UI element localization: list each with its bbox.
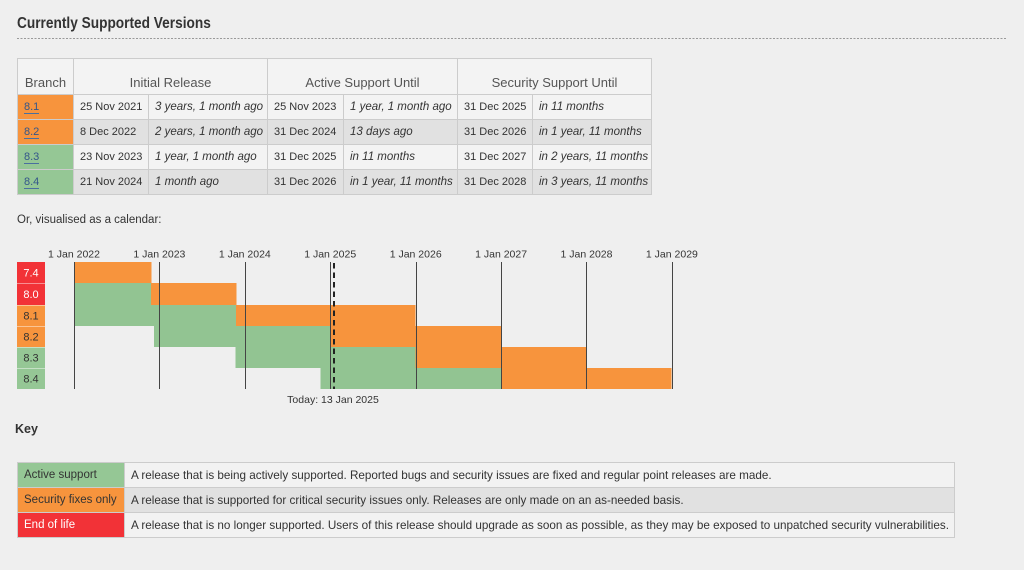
- svg-text:1 Jan 2029: 1 Jan 2029: [646, 249, 698, 261]
- svg-text:8.4: 8.4: [23, 374, 38, 386]
- svg-text:8.0: 8.0: [23, 289, 38, 301]
- svg-text:1 Jan 2022: 1 Jan 2022: [48, 249, 100, 261]
- svg-text:1 Jan 2024: 1 Jan 2024: [219, 249, 271, 261]
- svg-text:1 Jan 2025: 1 Jan 2025: [304, 249, 356, 261]
- svg-text:1 Jan 2026: 1 Jan 2026: [390, 249, 442, 261]
- svg-text:8.3: 8.3: [23, 353, 38, 365]
- svg-text:Today: 13 Jan 2025: Today: 13 Jan 2025: [287, 394, 379, 406]
- svg-text:1 Jan 2027: 1 Jan 2027: [475, 249, 527, 261]
- svg-text:8.2: 8.2: [23, 332, 38, 344]
- svg-text:1 Jan 2023: 1 Jan 2023: [133, 249, 185, 261]
- svg-text:7.4: 7.4: [23, 268, 38, 280]
- svg-text:8.1: 8.1: [23, 311, 38, 323]
- svg-text:1 Jan 2028: 1 Jan 2028: [561, 249, 613, 261]
